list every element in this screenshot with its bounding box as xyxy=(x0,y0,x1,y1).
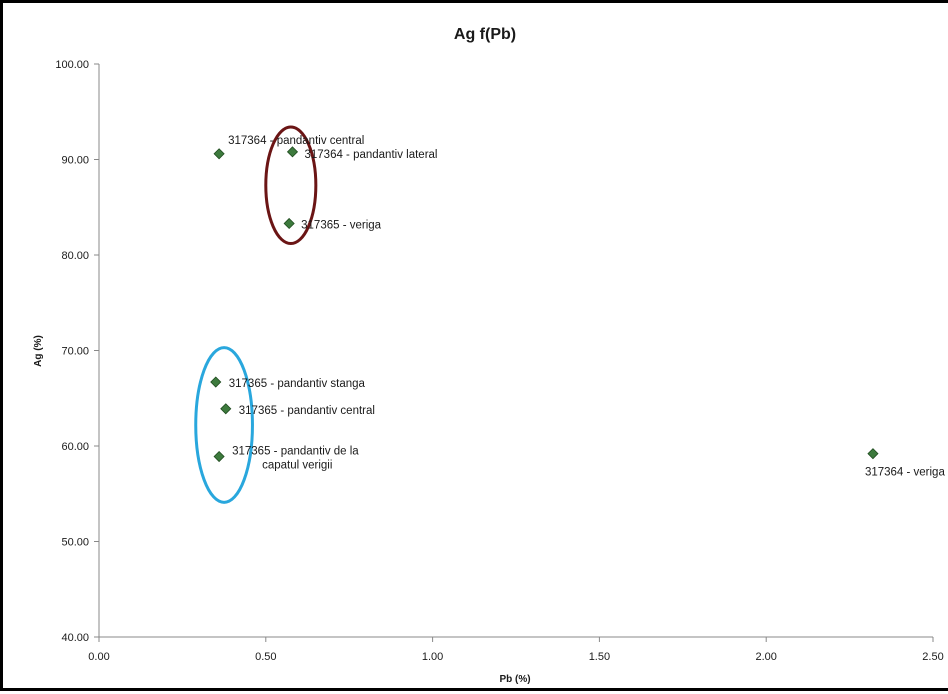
chart-title: Ag f(Pb) xyxy=(454,26,516,43)
annotation-ellipse xyxy=(194,346,254,504)
data-points: 317364 - pandantiv central 317364 - panda… xyxy=(210,135,946,479)
y-axis-title: Ag (%) xyxy=(33,335,44,367)
y-tick-label: 70.00 xyxy=(61,346,89,358)
x-tick-label: 0.50 xyxy=(255,651,276,663)
x-tick-label: 2.50 xyxy=(922,651,943,663)
y-tick-label: 40.00 xyxy=(61,632,89,644)
data-label: 317365 - pandantiv central xyxy=(239,405,375,417)
data-label: 317364 - veriga xyxy=(865,467,946,479)
axes: 40.00 50.00 60.00 70.00 80.00 90.00 100.00 0.00… xyxy=(55,59,943,663)
y-tick-label: 100.00 xyxy=(55,59,89,71)
data-label: 317365 - pandantiv stanga xyxy=(229,378,366,390)
y-tick-label: 80.00 xyxy=(61,250,89,262)
data-point xyxy=(210,376,222,388)
x-tick-label: 2.00 xyxy=(755,651,776,663)
x-tick-label: 1.00 xyxy=(422,651,443,663)
data-label: 317364 - pandantiv central xyxy=(228,135,364,147)
annotation-ellipses xyxy=(194,125,318,504)
x-tick-label: 0.00 xyxy=(88,651,109,663)
y-tick-label: 90.00 xyxy=(61,155,89,167)
y-tick-label: 50.00 xyxy=(61,537,89,549)
data-point xyxy=(283,217,295,230)
data-point xyxy=(867,448,879,460)
data-point xyxy=(213,148,225,160)
scatter-chart: Ag f(Pb) 40.00 50.00 60.00 70.00 80.00 90.00 1… xyxy=(33,26,946,685)
y-tick-label: 60.00 xyxy=(61,441,89,453)
data-label: 317365 - pandantiv de la capatul verigii xyxy=(232,446,359,472)
data-label: 317364 - pandantiv lateral xyxy=(304,149,437,161)
x-tick-label: 1.50 xyxy=(589,651,610,663)
x-axis-title: Pb (%) xyxy=(499,674,530,685)
data-point xyxy=(213,450,225,463)
data-point xyxy=(220,403,232,415)
data-point xyxy=(286,146,299,158)
annotation-ellipse xyxy=(264,125,318,246)
data-label: 317365 - veriga xyxy=(301,219,382,231)
